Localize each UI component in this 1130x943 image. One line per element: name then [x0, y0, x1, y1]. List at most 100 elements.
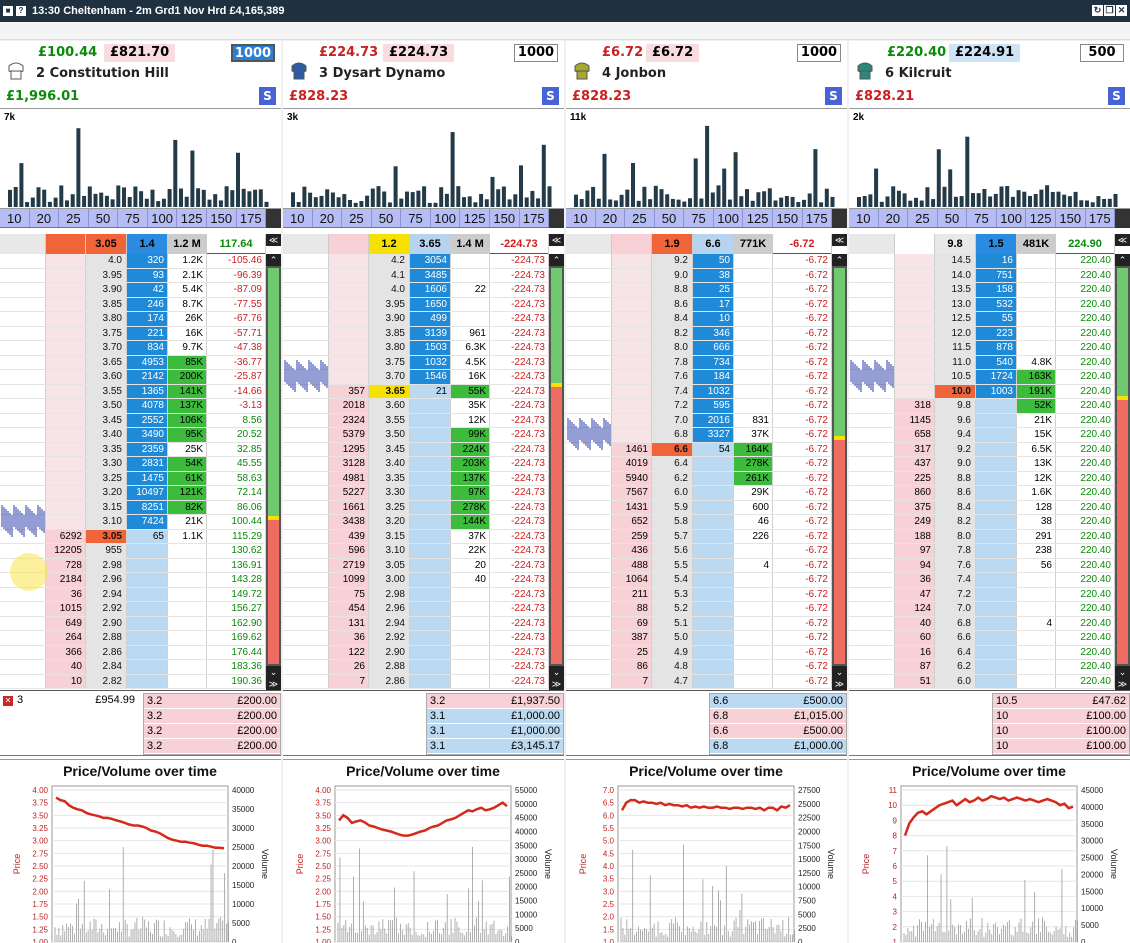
lay-amount[interactable]: 25	[612, 645, 652, 659]
lay-amount[interactable]: 1661	[329, 500, 369, 514]
ladder-row[interactable]: 7 4.7 -6.72	[566, 674, 832, 689]
lay-amount[interactable]	[329, 312, 369, 326]
lay-amount[interactable]: 454	[329, 602, 369, 616]
lay-amount[interactable]: 88	[612, 602, 652, 616]
back-amount[interactable]: 1032	[693, 384, 734, 398]
tick-bar-button[interactable]	[549, 209, 564, 228]
back-amount[interactable]	[127, 660, 168, 674]
ladder-row[interactable]: 3.45 2552 106K 8.56	[0, 413, 266, 428]
ladder-row[interactable]: 1064 5.4 -6.72	[566, 573, 832, 588]
back-amount[interactable]: 2359	[127, 442, 168, 456]
stake-tick[interactable]: 150	[207, 209, 237, 227]
ladder-row[interactable]: 3.20 10497 121K 72.14	[0, 486, 266, 501]
ladder-row[interactable]: 3.70 834 9.7K -47.38	[0, 341, 266, 356]
lay-amount[interactable]	[612, 413, 652, 427]
lay-amount[interactable]: 124	[895, 602, 935, 616]
ladder-row[interactable]: 3.50 4078 137K -3.13	[0, 399, 266, 414]
order-row[interactable]: 6.6 £500.00	[710, 724, 846, 739]
lay-amount[interactable]: 131	[329, 616, 369, 630]
ladder-row[interactable]: 439 3.15 37K -224.73	[283, 529, 549, 544]
lay-amount[interactable]: 488	[612, 558, 652, 572]
lay-amount[interactable]	[895, 268, 935, 282]
settings-s-button[interactable]: S	[1108, 87, 1125, 105]
back-amount[interactable]: 499	[410, 312, 451, 326]
ladder-row[interactable]: 437 9.0 13K 220.40	[849, 457, 1115, 472]
back-amount[interactable]	[693, 573, 734, 587]
ladder-row[interactable]: 8.4 10 -6.72	[566, 312, 832, 327]
stake-tick[interactable]: 10	[566, 209, 596, 227]
ladder-row[interactable]: 4.2 3054 -224.73	[283, 254, 549, 269]
lay-amount[interactable]: 94	[895, 558, 935, 572]
stake-input[interactable]: 1000	[797, 44, 841, 62]
ladder-row[interactable]: 2018 3.60 35K -224.73	[283, 399, 549, 414]
ladder-row[interactable]: 317 9.2 6.5K 220.40	[849, 442, 1115, 457]
lay-amount[interactable]	[612, 399, 652, 413]
ladder-row[interactable]: 454 2.96 -224.73	[283, 602, 549, 617]
back-amount[interactable]: 1606	[410, 283, 451, 297]
back-amount[interactable]: 4953	[127, 355, 168, 369]
ladder-row[interactable]: 3438 3.20 144K -224.73	[283, 515, 549, 530]
lay-amount[interactable]	[46, 326, 86, 340]
lay-amount[interactable]: 860	[895, 486, 935, 500]
ladder-row[interactable]: 3.40 3490 95K 20.52	[0, 428, 266, 443]
stake-tick[interactable]: 175	[237, 209, 267, 227]
back-amount[interactable]: 16	[976, 254, 1017, 268]
scroll-top-icon[interactable]: ≪	[832, 234, 847, 246]
ladder-row[interactable]: 4.1 3485 -224.73	[283, 268, 549, 283]
lay-amount[interactable]: 5379	[329, 428, 369, 442]
stake-tick[interactable]: 20	[313, 209, 343, 227]
ladder-row[interactable]: 658 9.4 15K 220.40	[849, 428, 1115, 443]
back-amount[interactable]: 21	[410, 384, 451, 398]
lay-amount[interactable]: 264	[46, 631, 86, 645]
back-amount[interactable]	[693, 587, 734, 601]
scroll-top-icon[interactable]: ≪	[266, 234, 281, 246]
order-row[interactable]: 6.8 £1,000.00	[710, 739, 846, 754]
ladder-row[interactable]: 7.0 2016 831 -6.72	[566, 413, 832, 428]
lay-amount[interactable]	[612, 283, 652, 297]
back-amount[interactable]: 10	[693, 312, 734, 326]
lay-amount[interactable]: 10	[46, 674, 86, 688]
back-amount[interactable]: 42	[127, 283, 168, 297]
back-amount[interactable]: 878	[976, 341, 1017, 355]
lay-amount[interactable]: 4981	[329, 471, 369, 485]
ladder-row[interactable]: 3.90 499 -224.73	[283, 312, 549, 327]
back-amount[interactable]: 346	[693, 326, 734, 340]
price-ladder[interactable]: 4.2 3054 -224.73 4.1 3485 -224.73 4.0 1606 22 -22…	[283, 254, 549, 690]
back-amount[interactable]	[410, 500, 451, 514]
ladder-row[interactable]: 3.85 3139 961 -224.73	[283, 326, 549, 341]
ladder-row[interactable]: 5227 3.30 97K -224.73	[283, 486, 549, 501]
back-amount[interactable]: 55	[976, 312, 1017, 326]
back-amount[interactable]: 751	[976, 268, 1017, 282]
back-amount[interactable]: 4078	[127, 399, 168, 413]
lay-amount[interactable]	[329, 268, 369, 282]
back-amount[interactable]: 666	[693, 341, 734, 355]
lay-amount[interactable]: 1145	[895, 413, 935, 427]
ladder-row[interactable]: 5940 6.2 261K -6.72	[566, 471, 832, 486]
back-amount[interactable]: 1032	[410, 355, 451, 369]
ladder-row[interactable]: 1099 3.00 40 -224.73	[283, 573, 549, 588]
stake-tick[interactable]: 100	[431, 209, 461, 227]
stake-tick[interactable]: 20	[596, 209, 626, 227]
stake-tick[interactable]: 100	[997, 209, 1027, 227]
lay-amount[interactable]: 7567	[612, 486, 652, 500]
back-amount[interactable]: 734	[693, 355, 734, 369]
back-amount[interactable]: 38	[693, 268, 734, 282]
order-row[interactable]: 3.2 £200.00	[144, 709, 280, 724]
ladder-row[interactable]: 124 7.0 220.40	[849, 602, 1115, 617]
ladder-row[interactable]: 11.5 878 220.40	[849, 341, 1115, 356]
ladder-row[interactable]: 264 2.88 169.62	[0, 631, 266, 646]
help-icon[interactable]: ?	[16, 6, 26, 16]
tick-bar-button[interactable]	[1115, 209, 1130, 228]
ladder-row[interactable]: 3.70 1546 16K -224.73	[283, 370, 549, 385]
order-row[interactable]: 3.2 £1,937.50	[427, 694, 563, 709]
lay-amount[interactable]: 51	[895, 674, 935, 688]
ladder-row[interactable]: 211 5.3 -6.72	[566, 587, 832, 602]
back-amount[interactable]	[410, 616, 451, 630]
ladder-row[interactable]: 1431 5.9 600 -6.72	[566, 500, 832, 515]
settings-s-button[interactable]: S	[542, 87, 559, 105]
lay-amount[interactable]: 4019	[612, 457, 652, 471]
order-row[interactable]: 3.1 £3,145.17	[427, 739, 563, 754]
ladder-row[interactable]: 36 2.92 -224.73	[283, 631, 549, 646]
ladder-row[interactable]: 3.60 2142 200K -25.87	[0, 370, 266, 385]
back-amount[interactable]	[976, 645, 1017, 659]
